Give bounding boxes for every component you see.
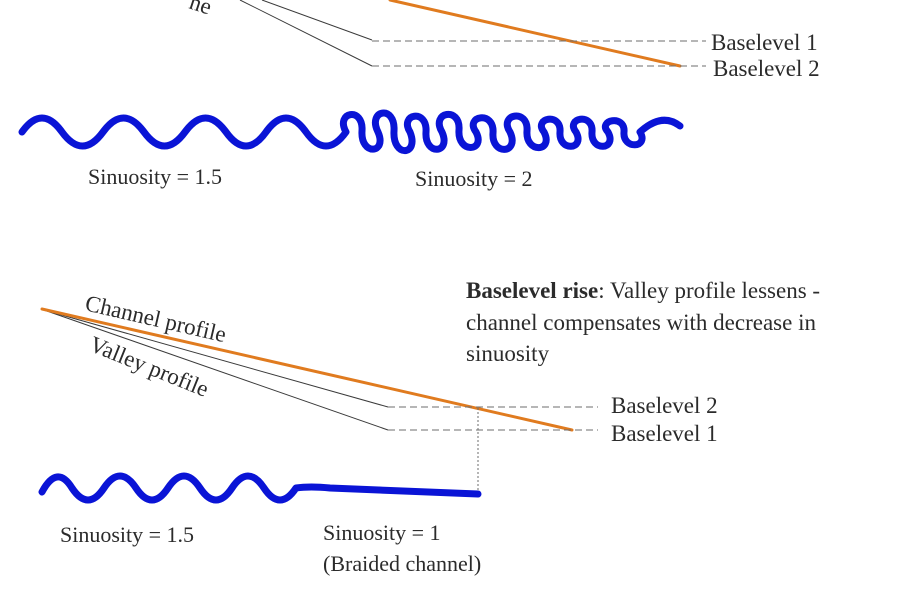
caption-line-2: channel compensates with decrease in (466, 310, 816, 335)
top-sinuosity-left-label: Sinuosity = 1.5 (88, 164, 222, 189)
bottom-channel-profile-line (40, 307, 574, 432)
top-cut-label: ne (186, 0, 214, 19)
caption-line-1: : Valley profile lessens - (598, 278, 820, 303)
bottom-sinuosity-left-label: Sinuosity = 1.5 (60, 522, 194, 547)
caption-bold: Baselevel rise (466, 278, 598, 303)
bottom-valley-line-upper (43, 309, 389, 408)
top-valley-line-upper (261, 0, 373, 41)
bottom-baselevel-1-label: Baselevel 1 (611, 421, 718, 446)
bottom-baselevel-2-label: Baselevel 2 (611, 393, 718, 418)
bottom-sinuosity-right-label: Sinuosity = 1 (323, 520, 441, 545)
top-sinuosity-right-label: Sinuosity = 2 (415, 166, 533, 191)
top-channel-profile-line (388, 0, 682, 68)
top-baselevel-1-label: Baselevel 1 (711, 30, 818, 55)
caption-line-3: sinuosity (466, 341, 550, 366)
bottom-valley-line-lower (43, 309, 389, 431)
bottom-braided-label: (Braided channel) (323, 551, 481, 576)
top-valley-line-lower (239, 0, 373, 67)
bottom-panel: Baselevel rise: Valley profile lessens -… (38, 278, 820, 576)
baselevel-rise-caption: Baselevel rise: Valley profile lessens - (466, 278, 820, 303)
top-panel: ne Baselevel 1 Baselevel 2 Sinuosity = 1… (18, 0, 820, 191)
top-baselevel-2-label: Baselevel 2 (713, 56, 820, 81)
top-river-channel (18, 109, 684, 154)
bottom-river-channel (38, 472, 482, 504)
